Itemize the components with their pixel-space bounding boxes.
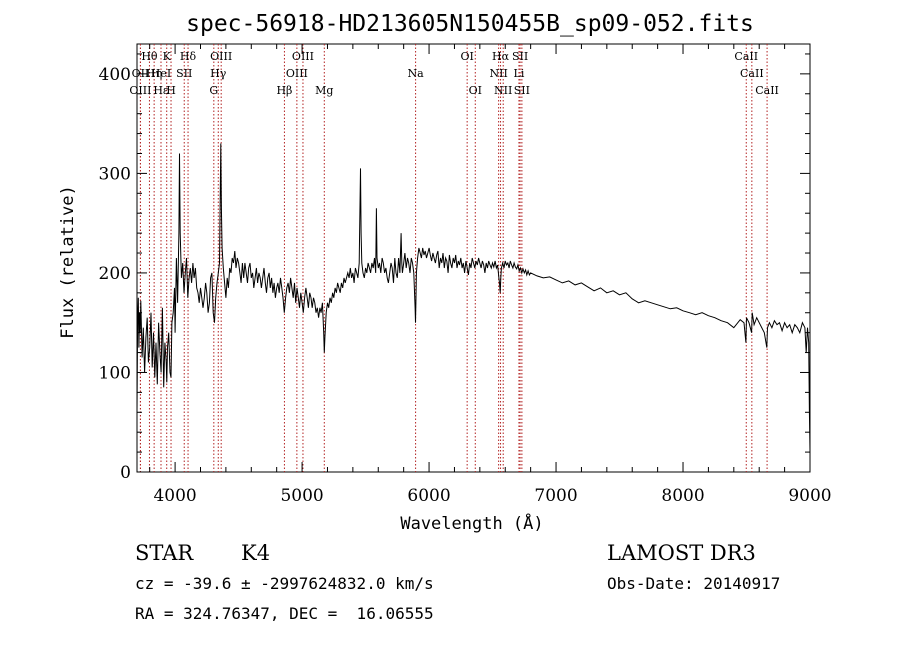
line-marker-label: Na xyxy=(408,67,425,80)
redshift-info: cz = -39.6 ± -2997624832.0 km/s xyxy=(135,574,434,593)
x-tick-label: 9000 xyxy=(788,486,831,506)
y-axis-label: Flux (relative) xyxy=(58,185,78,339)
line-marker-label: CaII xyxy=(734,50,758,63)
x-tick-label: 7000 xyxy=(534,486,577,506)
plot-frame xyxy=(136,43,811,473)
line-marker-label: K xyxy=(163,50,172,63)
line-marker-label: Hη xyxy=(146,67,162,80)
coordinates: RA = 324.76347, DEC = 16.06555 xyxy=(135,604,434,623)
line-marker-label: G xyxy=(209,84,218,97)
line-marker-label: SII xyxy=(512,50,528,63)
x-tick-label: 8000 xyxy=(661,486,704,506)
line-marker-label: Li xyxy=(514,67,525,80)
line-marker-label: CaII xyxy=(755,84,779,97)
y-tick-label: 300 xyxy=(99,164,131,184)
x-tick-label: 6000 xyxy=(407,486,450,506)
spectrum-line xyxy=(136,143,811,453)
line-marker-label: NII xyxy=(489,67,507,80)
x-tick-label: 5000 xyxy=(280,486,323,506)
line-marker-label: OIII xyxy=(286,67,308,80)
y-axis-ticks: 0 100 200 300 400 xyxy=(99,53,810,483)
line-marker-label: Hβ xyxy=(276,84,292,97)
line-marker-label: OI xyxy=(460,50,473,63)
object-class: STAR xyxy=(135,541,194,565)
line-marker-label: SII xyxy=(176,67,192,80)
line-marker-label: CaII xyxy=(740,67,764,80)
x-axis-ticks: 4000 5000 6000 7000 8000 9000 xyxy=(149,44,832,506)
line-marker-label: HeI xyxy=(151,67,171,80)
line-marker-label: Hε xyxy=(153,84,169,97)
line-marker-label: Hδ xyxy=(180,50,197,63)
survey-name: LAMOST DR3 xyxy=(607,541,756,565)
x-tick-label: 4000 xyxy=(153,486,196,506)
line-marker-label: OI xyxy=(469,84,482,97)
line-marker-label: SII xyxy=(514,84,530,97)
y-tick-label: 200 xyxy=(99,264,131,284)
observation-date: Obs-Date: 20140917 xyxy=(607,574,780,593)
line-marker-label: Hθ xyxy=(141,50,158,63)
line-marker-label: Hγ xyxy=(210,67,227,80)
line-marker-label: OIII xyxy=(210,50,232,63)
line-marker-label: Hα xyxy=(492,50,510,63)
chart-title: spec-56918-HD213605N150455B_sp09-052.fit… xyxy=(186,11,754,37)
line-marker-label: H xyxy=(166,84,176,97)
y-tick-label: 100 xyxy=(99,363,131,383)
x-axis-label: Wavelength (Å) xyxy=(400,512,543,534)
y-tick-label: 0 xyxy=(120,463,131,483)
line-marker-label: Mg xyxy=(315,84,333,97)
spectral-line-markers xyxy=(139,44,768,472)
y-tick-label: 400 xyxy=(99,65,131,85)
line-marker-label: OIII xyxy=(129,84,151,97)
line-marker-label: OIII xyxy=(292,50,314,63)
object-subclass: K4 xyxy=(241,541,270,565)
line-marker-label: NII xyxy=(494,84,512,97)
